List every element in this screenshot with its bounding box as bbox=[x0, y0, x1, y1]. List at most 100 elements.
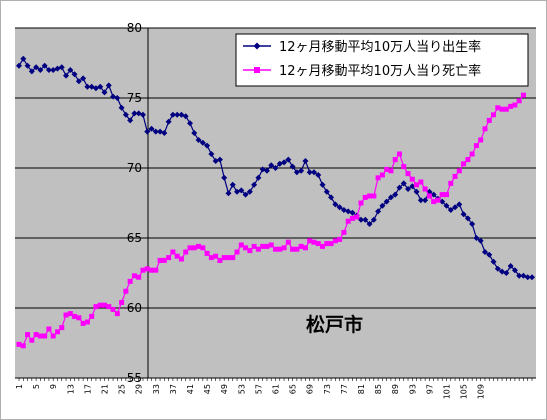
data-point bbox=[63, 312, 69, 318]
x-tick-label: 69 bbox=[306, 384, 315, 394]
data-point bbox=[16, 341, 22, 347]
data-point bbox=[511, 267, 518, 274]
data-point bbox=[383, 198, 390, 205]
data-point bbox=[495, 105, 501, 111]
data-point bbox=[494, 265, 501, 272]
x-tick-label: 85 bbox=[374, 384, 383, 394]
data-point bbox=[281, 245, 287, 251]
data-point bbox=[452, 173, 458, 179]
data-point bbox=[76, 315, 82, 321]
data-point bbox=[481, 249, 488, 255]
data-point bbox=[41, 62, 48, 69]
data-point bbox=[200, 245, 206, 251]
data-point bbox=[123, 288, 129, 294]
y-tick-label: 65 bbox=[127, 231, 142, 245]
data-point bbox=[80, 320, 86, 326]
data-point bbox=[166, 255, 172, 261]
data-point bbox=[524, 274, 531, 281]
data-point bbox=[379, 172, 385, 178]
data-point bbox=[183, 249, 189, 255]
data-point bbox=[199, 139, 206, 146]
data-point bbox=[273, 246, 278, 252]
data-point bbox=[204, 142, 211, 149]
data-point bbox=[106, 304, 112, 310]
x-tick-label: 29 bbox=[135, 384, 144, 394]
data-point bbox=[302, 158, 309, 164]
data-point bbox=[140, 267, 146, 273]
data-point bbox=[242, 191, 249, 198]
data-point bbox=[289, 163, 296, 170]
x-tick-label: 73 bbox=[323, 384, 332, 394]
x-tick-label: 89 bbox=[391, 384, 400, 394]
x-tick-label: 9 bbox=[49, 384, 58, 389]
data-point bbox=[238, 242, 244, 248]
data-point bbox=[20, 55, 27, 62]
x-tick-label: 57 bbox=[254, 384, 263, 394]
data-point bbox=[464, 215, 471, 222]
x-tick-label: 53 bbox=[237, 384, 246, 394]
data-point bbox=[508, 103, 514, 109]
tick-labels: 55 60 65 70 75 80 1 5 9 13 17 21 25 29 33 37 41 45 49 53 57 6… bbox=[15, 21, 486, 399]
data-point bbox=[529, 274, 535, 281]
data-point bbox=[503, 270, 510, 276]
data-point bbox=[213, 253, 219, 259]
data-point bbox=[102, 302, 107, 308]
data-point bbox=[418, 179, 424, 185]
data-point bbox=[187, 245, 193, 251]
data-point bbox=[153, 267, 159, 273]
data-point bbox=[323, 188, 330, 195]
data-point bbox=[426, 193, 432, 199]
x-tick-label: 37 bbox=[169, 384, 178, 394]
x-tick-label: 105 bbox=[460, 384, 469, 399]
data-point bbox=[507, 263, 514, 269]
series-1 bbox=[16, 55, 535, 281]
data-point bbox=[67, 311, 73, 317]
data-point bbox=[324, 241, 330, 247]
data-point bbox=[328, 241, 334, 247]
x-tick-label: 13 bbox=[66, 384, 75, 394]
x-tick-label: 61 bbox=[272, 384, 281, 394]
data-point bbox=[119, 299, 125, 305]
data-point bbox=[396, 151, 402, 157]
data-point bbox=[110, 306, 116, 312]
data-point bbox=[384, 166, 390, 172]
data-point bbox=[169, 111, 176, 118]
data-point bbox=[444, 192, 449, 198]
data-point bbox=[285, 239, 291, 245]
data-point bbox=[306, 169, 313, 176]
data-point bbox=[191, 130, 198, 136]
data-point bbox=[127, 117, 134, 124]
legend: 12ヶ月移動平均10万人当り出生率 12ヶ月移動平均10万人当り死亡率 bbox=[235, 33, 529, 87]
data-point bbox=[337, 236, 343, 242]
series-2 bbox=[16, 92, 526, 349]
data-point bbox=[315, 241, 321, 247]
data-point bbox=[430, 191, 437, 198]
data-point bbox=[354, 214, 360, 220]
x-tick-label: 65 bbox=[289, 384, 298, 394]
data-point bbox=[191, 245, 197, 251]
x-tick-label: 93 bbox=[408, 384, 417, 394]
legend-key-marker bbox=[254, 67, 260, 73]
data-point bbox=[45, 67, 52, 73]
data-point bbox=[311, 239, 317, 245]
data-point bbox=[417, 197, 424, 204]
data-point bbox=[234, 249, 240, 255]
data-point bbox=[97, 302, 103, 308]
data-point bbox=[161, 257, 167, 263]
data-point bbox=[503, 106, 509, 112]
data-point bbox=[33, 64, 40, 71]
data-point bbox=[28, 68, 35, 75]
data-point bbox=[405, 171, 411, 177]
x-tick-label: 5 bbox=[32, 384, 41, 389]
data-point bbox=[97, 83, 104, 90]
data-point bbox=[152, 128, 159, 135]
data-point bbox=[319, 181, 326, 188]
data-point bbox=[431, 199, 437, 205]
data-point bbox=[157, 257, 163, 263]
data-point bbox=[225, 190, 232, 197]
legend-key-marker bbox=[253, 42, 261, 50]
data-point bbox=[58, 64, 65, 71]
legend-key bbox=[243, 42, 271, 50]
data-point bbox=[516, 272, 523, 279]
gridlines bbox=[15, 27, 536, 379]
